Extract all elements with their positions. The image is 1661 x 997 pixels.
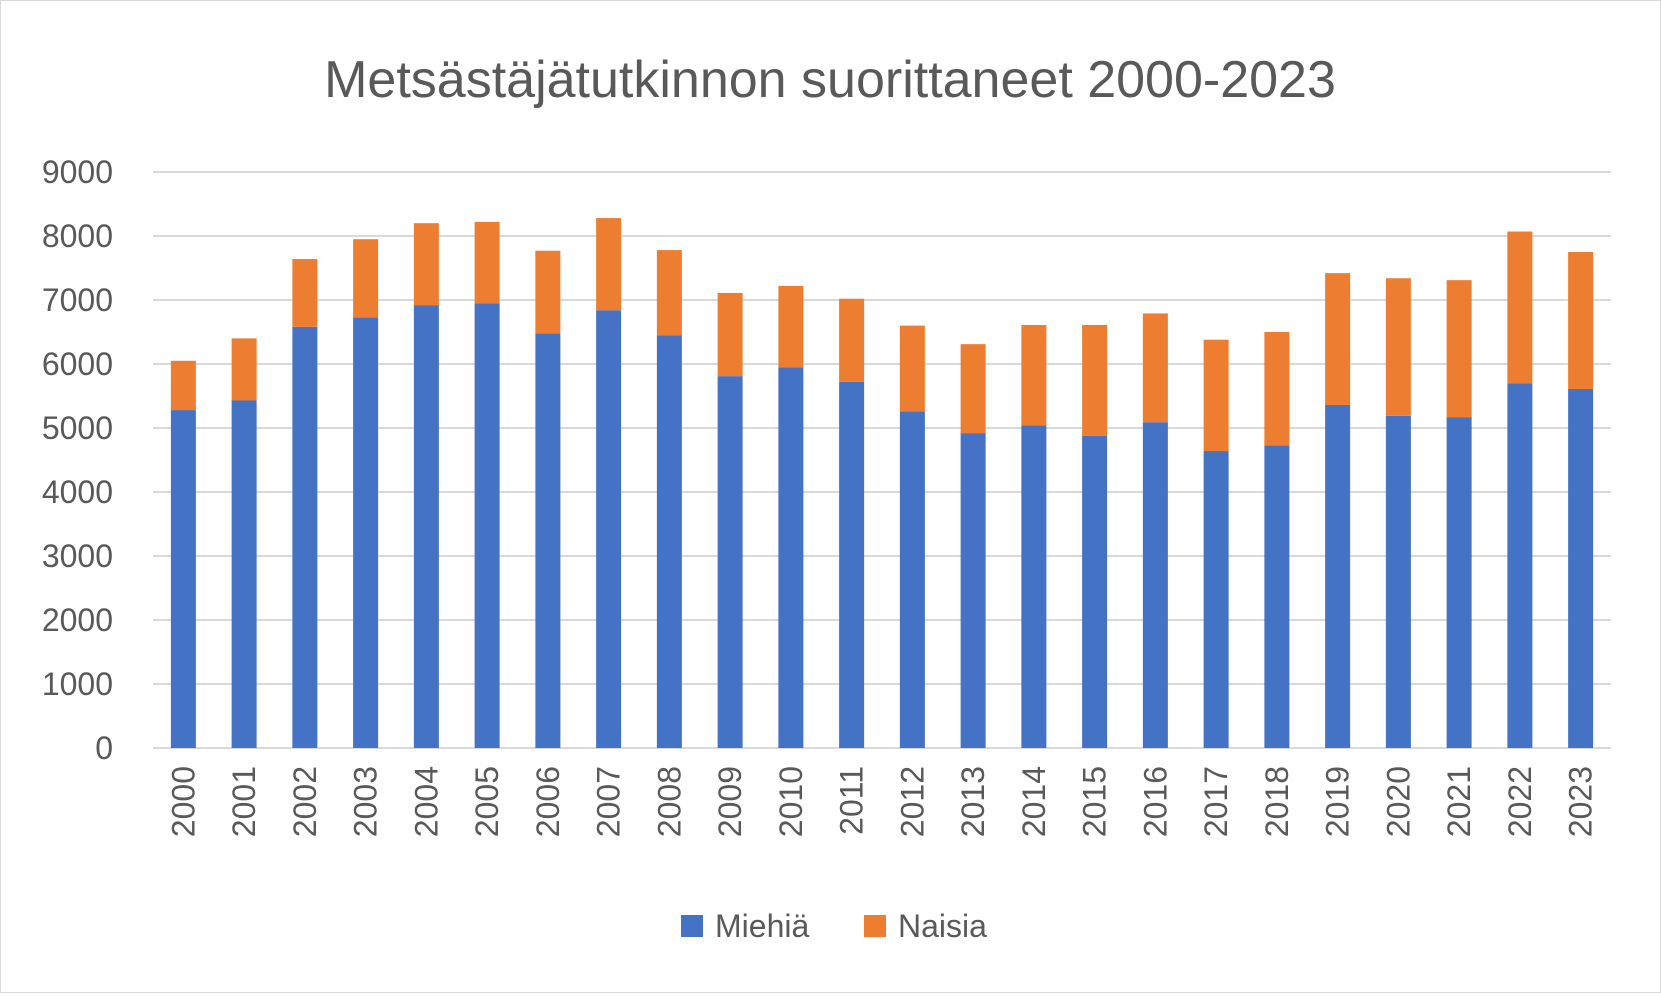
y-tick-label: 7000 — [42, 282, 113, 318]
bar-miehia — [1325, 404, 1351, 748]
bar-naisia — [1385, 278, 1411, 416]
y-tick-label: 2000 — [42, 602, 113, 638]
chart-title: Metsästäjätutkinnon suorittaneet 2000-20… — [324, 51, 1336, 109]
y-tick-label: 0 — [95, 730, 113, 766]
x-tick-label: 2004 — [408, 766, 444, 837]
x-tick-label: 2003 — [348, 766, 384, 837]
bar-miehia — [960, 433, 986, 748]
y-axis: 0 1000 2000 3000 4000 5000 6000 7000 8000 9000 — [42, 154, 113, 766]
y-tick-label: 1000 — [42, 666, 113, 702]
y-tick-label: 4000 — [42, 474, 113, 510]
bar-miehia — [535, 333, 561, 748]
bar-miehia — [839, 381, 865, 748]
bar-naisia — [717, 292, 743, 377]
bar-naisia — [1507, 231, 1533, 384]
bar-naisia — [1142, 313, 1168, 423]
bar-miehia — [1082, 435, 1108, 748]
y-tick-label: 5000 — [42, 410, 113, 446]
bar-miehia — [899, 411, 925, 748]
bar-naisia — [535, 250, 561, 334]
x-tick-label: 2017 — [1198, 766, 1234, 837]
bar-naisia — [656, 250, 682, 336]
x-tick-label: 2023 — [1563, 766, 1599, 837]
y-tick-label: 6000 — [42, 346, 113, 382]
x-tick-label: 2009 — [712, 766, 748, 837]
x-tick-label: 2016 — [1137, 766, 1173, 837]
x-tick-label: 2020 — [1380, 766, 1416, 837]
bar-naisia — [1203, 339, 1229, 452]
bar-miehia — [1021, 425, 1047, 748]
bar-naisia — [960, 344, 986, 434]
x-tick-label: 2018 — [1259, 766, 1295, 837]
bar-miehia — [656, 335, 682, 748]
x-tick-label: 2021 — [1441, 766, 1477, 837]
x-tick-label: 2015 — [1077, 766, 1113, 837]
y-tick-label: 3000 — [42, 538, 113, 574]
legend-naisia-swatch — [864, 915, 886, 937]
bar-miehia — [1568, 388, 1594, 748]
legend-miehia-label: Miehiä — [715, 908, 809, 944]
x-tick-label: 2007 — [591, 766, 627, 837]
x-tick-label: 2019 — [1320, 766, 1356, 837]
bar-miehia — [413, 305, 439, 748]
bar-miehia — [474, 303, 500, 748]
x-axis: 2000 2001 2002 2003 2004 2005 2006 2007 2008 2009… — [165, 766, 1598, 837]
bar-naisia — [1568, 252, 1594, 389]
x-tick-label: 2013 — [955, 766, 991, 837]
x-tick-label: 2014 — [1016, 766, 1052, 837]
bar-naisia — [474, 221, 500, 304]
bar-naisia — [1082, 324, 1108, 436]
y-tick-label: 8000 — [42, 218, 113, 254]
bar-naisia — [1325, 273, 1351, 405]
x-tick-label: 2022 — [1502, 766, 1538, 837]
bar-miehia — [1203, 451, 1229, 748]
bar-naisia — [292, 259, 318, 327]
x-tick-label: 2001 — [226, 766, 262, 837]
bar-miehia — [231, 400, 257, 748]
y-tick-label: 9000 — [42, 154, 113, 190]
bar-naisia — [231, 338, 257, 401]
x-tick-label: 2005 — [469, 766, 505, 837]
x-tick-label: 2011 — [834, 766, 870, 835]
x-tick-label: 2008 — [651, 766, 687, 837]
bar-miehia — [717, 376, 743, 748]
bar-miehia — [596, 310, 622, 748]
x-tick-label: 2006 — [530, 766, 566, 837]
bar-naisia — [1446, 280, 1472, 418]
bar-miehia — [1264, 445, 1290, 748]
bar-miehia — [1385, 415, 1411, 748]
bar-naisia — [413, 223, 439, 306]
x-tick-label: 2000 — [165, 766, 201, 837]
bar-miehia — [778, 367, 804, 748]
bar-naisia — [170, 360, 196, 411]
gridlines — [153, 171, 1611, 749]
bar-naisia — [596, 218, 622, 311]
bar-miehia — [1142, 422, 1168, 748]
bar-miehia — [170, 410, 196, 748]
x-tick-label: 2010 — [773, 766, 809, 837]
bar-miehia — [292, 326, 318, 748]
bar-naisia — [899, 325, 925, 412]
bar-naisia — [839, 298, 865, 382]
bar-naisia — [1021, 324, 1047, 426]
bar-miehia — [353, 317, 379, 748]
bar-miehia — [1446, 417, 1472, 748]
legend: Miehiä Naisia — [681, 908, 987, 944]
bar-naisia — [1264, 332, 1290, 446]
x-tick-label: 2002 — [287, 766, 323, 837]
x-tick-label: 2012 — [894, 766, 930, 837]
bars — [170, 218, 1594, 748]
bar-naisia — [778, 285, 804, 368]
legend-miehia-swatch — [681, 915, 703, 937]
legend-naisia-label: Naisia — [898, 908, 987, 944]
bar-naisia — [353, 239, 379, 318]
bar-miehia — [1507, 383, 1533, 748]
